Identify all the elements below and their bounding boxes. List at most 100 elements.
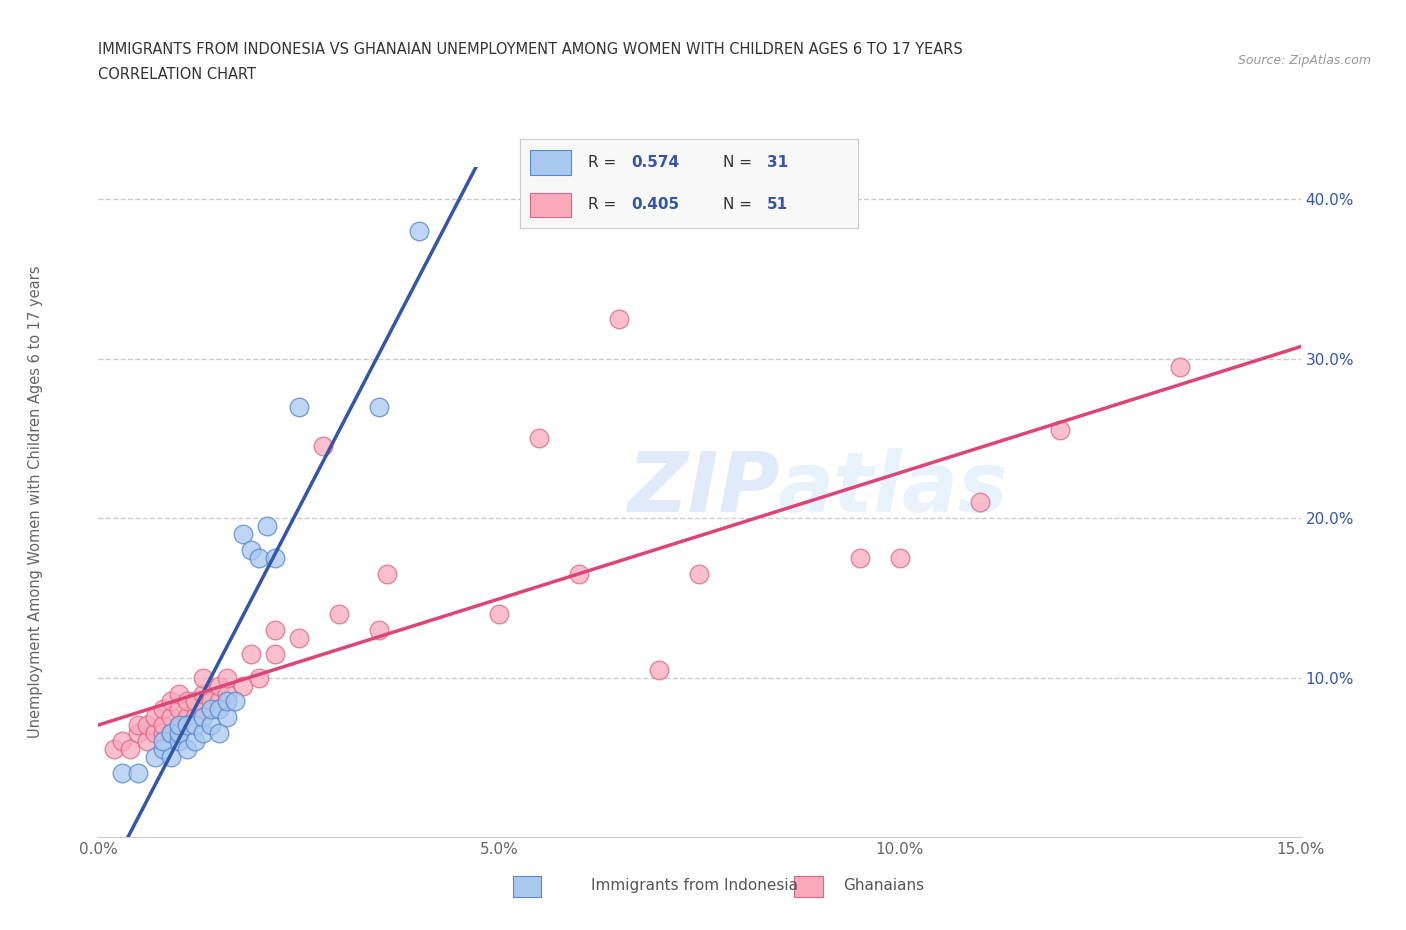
Text: R =: R = bbox=[588, 155, 616, 170]
Point bbox=[215, 710, 238, 724]
Point bbox=[256, 519, 278, 534]
Point bbox=[152, 726, 174, 741]
Point bbox=[159, 750, 181, 764]
Point bbox=[128, 718, 150, 733]
Text: 0.405: 0.405 bbox=[631, 197, 679, 212]
Point bbox=[288, 631, 311, 645]
Point bbox=[529, 431, 551, 445]
Point bbox=[312, 439, 335, 454]
Point bbox=[159, 710, 181, 724]
Point bbox=[111, 765, 134, 780]
Text: R =: R = bbox=[588, 197, 616, 212]
Point bbox=[128, 726, 150, 741]
Point bbox=[191, 726, 214, 741]
Point bbox=[208, 694, 231, 709]
Point bbox=[215, 671, 238, 685]
Point bbox=[176, 742, 198, 757]
Point bbox=[143, 726, 166, 741]
Point bbox=[208, 678, 231, 693]
Point bbox=[408, 224, 430, 239]
Point bbox=[200, 718, 222, 733]
Point bbox=[176, 710, 198, 724]
Point bbox=[488, 606, 510, 621]
Point bbox=[208, 702, 231, 717]
Point bbox=[111, 734, 134, 749]
Point bbox=[159, 694, 181, 709]
Text: 31: 31 bbox=[766, 155, 787, 170]
Text: Unemployment Among Women with Children Ages 6 to 17 years: Unemployment Among Women with Children A… bbox=[28, 266, 42, 738]
Point bbox=[1170, 359, 1192, 374]
Point bbox=[263, 646, 285, 661]
Point bbox=[688, 566, 710, 581]
Text: Immigrants from Indonesia: Immigrants from Indonesia bbox=[591, 878, 797, 893]
Point bbox=[191, 710, 214, 724]
Point bbox=[368, 399, 391, 414]
Point bbox=[176, 718, 198, 733]
Point bbox=[167, 734, 190, 749]
Point bbox=[191, 671, 214, 685]
Point bbox=[183, 710, 205, 724]
Point bbox=[191, 686, 214, 701]
Point bbox=[232, 678, 254, 693]
Point bbox=[568, 566, 591, 581]
Text: 51: 51 bbox=[766, 197, 787, 212]
Point bbox=[183, 734, 205, 749]
Text: atlas: atlas bbox=[778, 448, 1008, 529]
Point bbox=[120, 742, 142, 757]
FancyBboxPatch shape bbox=[530, 193, 571, 218]
Point bbox=[200, 702, 222, 717]
Point bbox=[103, 742, 125, 757]
Point bbox=[208, 726, 231, 741]
Point bbox=[215, 694, 238, 709]
Point bbox=[183, 718, 205, 733]
Point bbox=[152, 734, 174, 749]
Point bbox=[143, 750, 166, 764]
Point bbox=[288, 399, 311, 414]
Point bbox=[247, 671, 270, 685]
Point bbox=[648, 662, 671, 677]
Point bbox=[609, 312, 631, 326]
Point bbox=[1049, 423, 1071, 438]
Point bbox=[247, 551, 270, 565]
Text: Ghanaians: Ghanaians bbox=[844, 878, 925, 893]
Point bbox=[889, 551, 911, 565]
Point bbox=[167, 686, 190, 701]
Text: N =: N = bbox=[723, 197, 752, 212]
FancyBboxPatch shape bbox=[530, 150, 571, 175]
Point bbox=[328, 606, 350, 621]
Point bbox=[215, 686, 238, 701]
Point bbox=[368, 622, 391, 637]
Point bbox=[183, 694, 205, 709]
Point bbox=[191, 702, 214, 717]
Point bbox=[128, 765, 150, 780]
Point bbox=[263, 551, 285, 565]
Point bbox=[375, 566, 398, 581]
Point bbox=[167, 718, 190, 733]
Text: Source: ZipAtlas.com: Source: ZipAtlas.com bbox=[1237, 54, 1371, 67]
Point bbox=[143, 710, 166, 724]
Point bbox=[224, 694, 246, 709]
Point bbox=[239, 542, 262, 557]
Text: IMMIGRANTS FROM INDONESIA VS GHANAIAN UNEMPLOYMENT AMONG WOMEN WITH CHILDREN AGE: IMMIGRANTS FROM INDONESIA VS GHANAIAN UN… bbox=[98, 42, 963, 57]
Point bbox=[167, 702, 190, 717]
Point bbox=[135, 734, 157, 749]
Text: CORRELATION CHART: CORRELATION CHART bbox=[98, 67, 256, 82]
Point bbox=[232, 526, 254, 541]
Text: 0.574: 0.574 bbox=[631, 155, 679, 170]
Point bbox=[849, 551, 872, 565]
Point bbox=[167, 718, 190, 733]
Point bbox=[263, 622, 285, 637]
Point bbox=[159, 726, 181, 741]
Point bbox=[135, 718, 157, 733]
Point bbox=[176, 694, 198, 709]
Point bbox=[152, 742, 174, 757]
Point bbox=[152, 702, 174, 717]
Point bbox=[159, 726, 181, 741]
Point bbox=[167, 726, 190, 741]
Point bbox=[239, 646, 262, 661]
Point bbox=[200, 694, 222, 709]
Point bbox=[152, 718, 174, 733]
Text: N =: N = bbox=[723, 155, 752, 170]
Point bbox=[969, 495, 991, 510]
Text: ZIP: ZIP bbox=[627, 448, 780, 529]
